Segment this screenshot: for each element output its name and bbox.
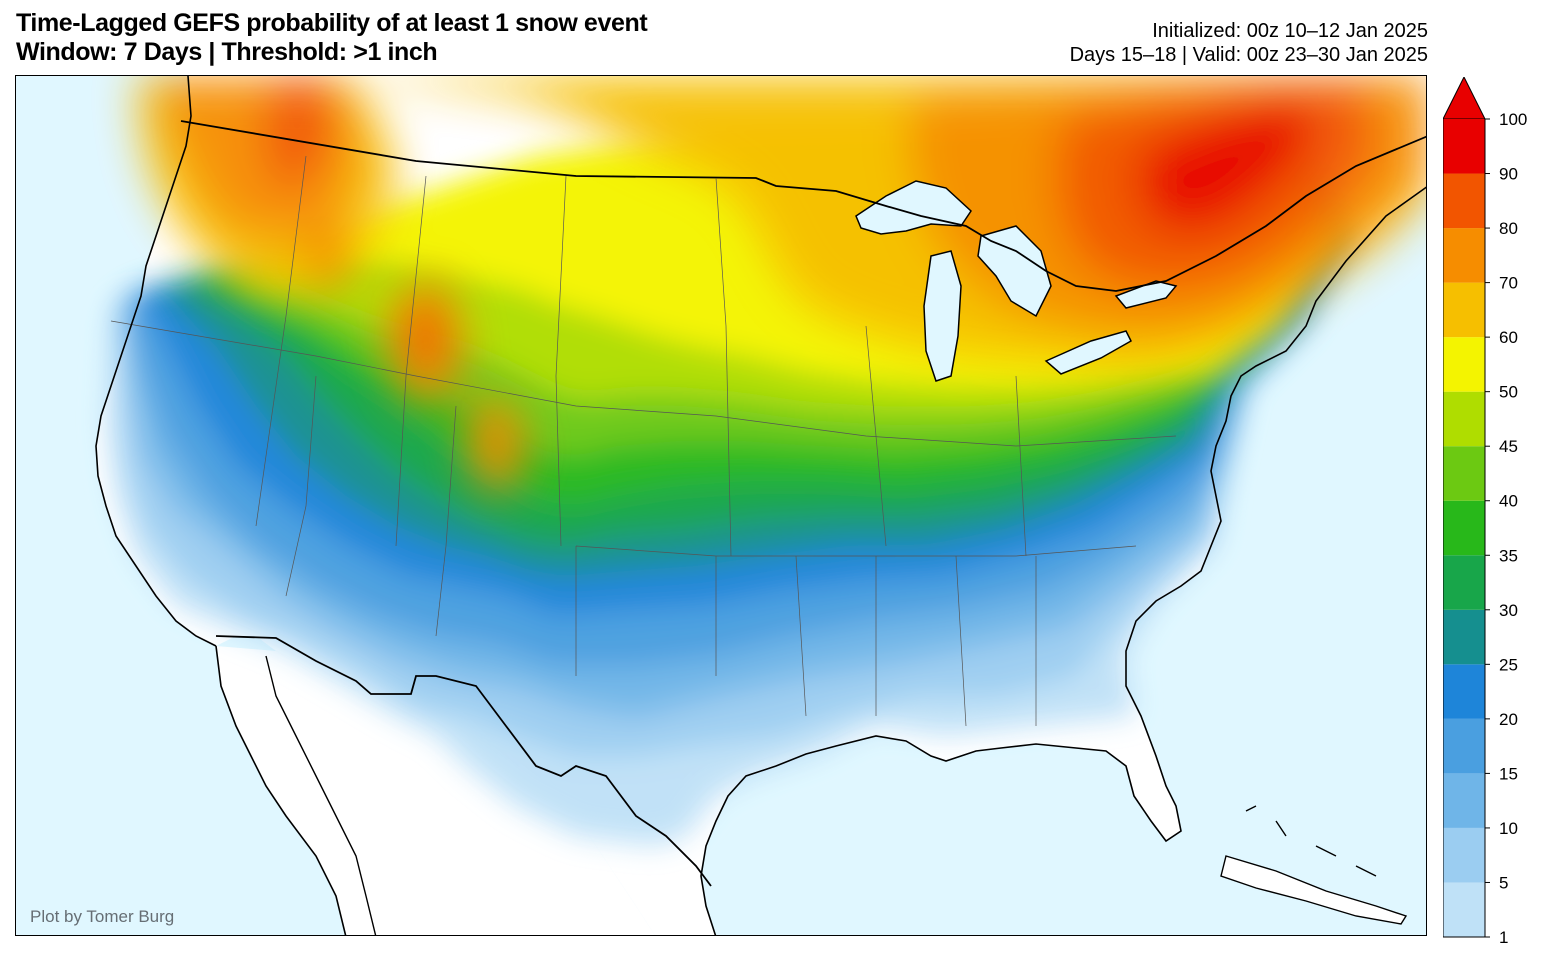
colorbar-tick-label: 45 (1499, 437, 1518, 456)
colorbar-tick-label: 90 (1499, 165, 1518, 184)
map-subtitle: Window: 7 Days | Threshold: >1 inch (16, 38, 438, 66)
coastline (95, 76, 1426, 935)
colorbar-band (1443, 282, 1485, 338)
colorbar-tick-label: 80 (1499, 219, 1518, 238)
init-time: Initialized: 00z 10–12 Jan 2025 (1152, 20, 1428, 42)
colorbar-band (1443, 173, 1485, 229)
colorbar-tick-label: 30 (1499, 601, 1518, 620)
probability-map (16, 76, 1426, 935)
colorbar-band (1443, 228, 1485, 283)
us-canada-border (180, 120, 1426, 292)
us-mexico-border (215, 635, 712, 887)
colorbar-tick-label: 1 (1499, 928, 1508, 947)
colorbar-band (1443, 773, 1485, 828)
colorbar-band (1443, 337, 1485, 392)
shade-90-100 (1136, 101, 1316, 236)
colorbar-tick-label: 5 (1499, 873, 1508, 892)
colorbar-tick-label: 35 (1499, 546, 1518, 565)
political-borders (110, 120, 1426, 887)
valid-time: Days 15–18 | Valid: 00z 23–30 Jan 2025 (1069, 44, 1428, 66)
west-shade-80-90 (261, 76, 336, 191)
lake-michigan (923, 250, 962, 382)
cuba-coast (1220, 855, 1408, 925)
rockies-shade-60-70 (408, 301, 444, 371)
colorbar-tick-label: 100 (1499, 110, 1527, 129)
colorbar-extend-arrow (1443, 77, 1486, 120)
colorbar-band (1443, 119, 1485, 174)
colorbar-tick-label: 70 (1499, 274, 1518, 293)
colorbar-outline (1443, 119, 1486, 938)
credit-label: Plot by Tomer Burg (30, 907, 175, 926)
colorbar-tick-label: 25 (1499, 655, 1518, 674)
colorbar-band (1443, 391, 1485, 447)
colorbar-band (1443, 882, 1485, 937)
wasatch-shade-70-80 (306, 206, 351, 296)
map-title: Time-Lagged GEFS probability of at least… (16, 9, 648, 37)
map-panel: Plot by Tomer Burg (15, 75, 1427, 936)
colorbar-band (1443, 500, 1485, 556)
lake-erie (1044, 330, 1132, 375)
colorbar-tick-label: 10 (1499, 819, 1518, 838)
colorbar-band (1443, 609, 1485, 665)
colorbar-band (1443, 446, 1485, 501)
state-lines (110, 155, 1177, 727)
colorbar-tick-label: 60 (1499, 328, 1518, 347)
colorado-shade-70-80 (466, 396, 526, 496)
colorbar-band (1443, 555, 1485, 610)
bahamas (1245, 805, 1377, 877)
lake-huron (977, 225, 1052, 318)
colorbar-tick-label: 40 (1499, 492, 1518, 511)
colorbar-tick-label: 20 (1499, 710, 1518, 729)
run-info: Initialized: 00z 10–12 Jan 2025 Days 15–… (1070, 19, 1428, 67)
colorbar-bands (1443, 77, 1486, 938)
colorbar-tick-label: 50 (1499, 383, 1518, 402)
colorbar-band (1443, 718, 1485, 774)
colorbar-tick-label: 15 (1499, 764, 1518, 783)
colorbar-band (1443, 827, 1485, 883)
baja-coast (265, 655, 377, 935)
title-block: Time-Lagged GEFS probability of at least… (16, 9, 648, 67)
mexico-land (216, 646, 655, 935)
colorbar-band (1443, 664, 1485, 719)
